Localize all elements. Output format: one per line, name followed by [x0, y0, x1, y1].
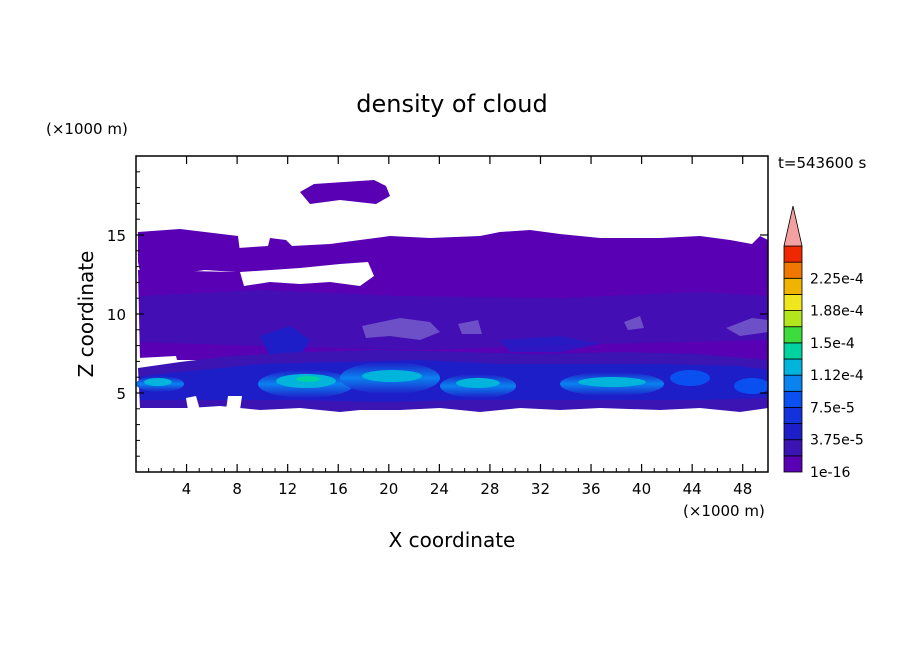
colorbar-label: 1.5e-4 — [810, 336, 855, 352]
y-axis-label: Z coordinate — [74, 251, 98, 378]
x-tick-label: 32 — [531, 480, 550, 498]
upper-cloud-region — [138, 229, 242, 272]
colorbar-label: 2.25e-4 — [810, 271, 864, 287]
colorbar-swatch — [783, 390, 803, 408]
colorbar-swatch — [783, 294, 803, 311]
x-tick-label: 28 — [480, 480, 499, 498]
cloud-field — [136, 180, 768, 412]
colorbar-swatch — [783, 342, 803, 360]
colorbar-swatch — [783, 261, 803, 279]
colorbar-label: 1.12e-4 — [810, 368, 864, 384]
top-cloud-patch — [300, 180, 390, 204]
colorbar-swatch — [783, 245, 803, 263]
y-tick-label: 10 — [107, 306, 126, 324]
x-tick-label: 20 — [379, 480, 398, 498]
colorbar-label: 3.75e-5 — [810, 433, 864, 449]
colorbar-swatch — [783, 407, 803, 424]
colorbar-swatch — [783, 277, 803, 295]
x-tick-label: 48 — [733, 480, 752, 498]
x-axis: 4 8 12 16 20 24 28 32 36 40 44 48 — [148, 156, 756, 498]
x-unit-label: (×1000 m) — [683, 502, 765, 520]
colorbar-swatch — [783, 455, 803, 473]
x-tick-label: 40 — [632, 480, 651, 498]
y-axis: 5 10 15 — [107, 171, 768, 457]
colorbar: 1e-16 3.75e-5 7.5e-5 1.12e-4 1.5e-4 1.88e-4 2.… — [783, 205, 864, 481]
colorbar-swatch — [783, 374, 803, 392]
x-tick-label: 8 — [232, 480, 242, 498]
x-tick-label: 16 — [329, 480, 348, 498]
x-tick-label: 36 — [581, 480, 600, 498]
colorbar-swatch — [783, 439, 803, 457]
colorbar-label: 7.5e-5 — [810, 400, 855, 416]
x-tick-label: 4 — [182, 480, 192, 498]
y-unit-label: (×1000 m) — [46, 120, 128, 138]
x-axis-label: X coordinate — [389, 528, 516, 552]
x-tick-label: 12 — [278, 480, 297, 498]
time-label: t=543600 s — [778, 154, 866, 172]
x-tick-label: 24 — [430, 480, 449, 498]
y-tick-label: 15 — [107, 227, 126, 245]
colorbar-swatch — [783, 326, 803, 344]
colorbar-extend-arrow — [783, 205, 803, 247]
colorbar-label: 1e-16 — [810, 465, 850, 481]
colorbar-swatch — [783, 358, 803, 376]
colorbar-label: 1.88e-4 — [810, 304, 864, 320]
chart-title: density of cloud — [356, 90, 547, 118]
y-tick-label: 5 — [116, 385, 126, 403]
colorbar-swatch — [783, 310, 803, 328]
x-tick-label: 44 — [683, 480, 702, 498]
colorbar-swatch — [783, 423, 803, 441]
